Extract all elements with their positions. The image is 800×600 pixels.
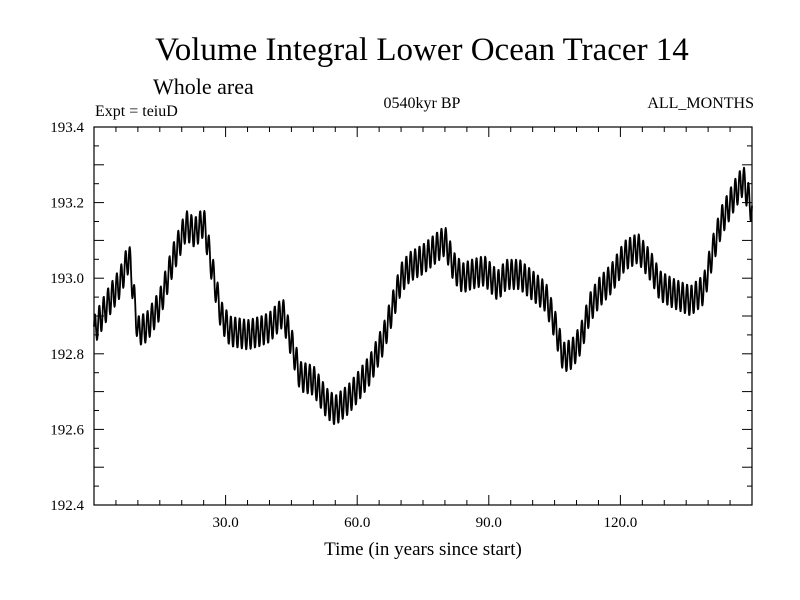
period-label: 0540kyr BP: [383, 95, 461, 112]
x-axis-title: Time (in years since start): [324, 539, 522, 560]
x-tick-label: 120.0: [604, 515, 638, 531]
x-tick-label: 90.0: [476, 515, 502, 531]
y-axis-tick-labels: 192.4 192.6 192.8 193.0 193.2 193.4: [50, 120, 84, 514]
y-tick-label: 193.2: [50, 196, 84, 212]
x-tick-label: 60.0: [344, 515, 370, 531]
y-tick-label: 193.4: [50, 120, 84, 136]
y-tick-label: 192.8: [50, 347, 84, 363]
data-series-line: [93, 166, 753, 425]
plot-frame: [93, 126, 753, 506]
y-tick-label: 192.6: [50, 422, 84, 438]
months-label: ALL_MONTHS: [647, 95, 754, 112]
y-tick-label: 192.4: [50, 498, 84, 514]
experiment-label: Expt = teiuD: [95, 103, 178, 120]
chart-title: Volume Integral Lower Ocean Tracer 14: [155, 32, 689, 68]
axis-ticks: [94, 127, 752, 505]
y-tick-label: 193.0: [50, 271, 84, 287]
x-tick-label: 30.0: [212, 515, 238, 531]
x-axis-tick-labels: 30.0 60.0 90.0 120.0: [212, 515, 637, 531]
chart-subtitle: Whole area: [153, 74, 254, 99]
